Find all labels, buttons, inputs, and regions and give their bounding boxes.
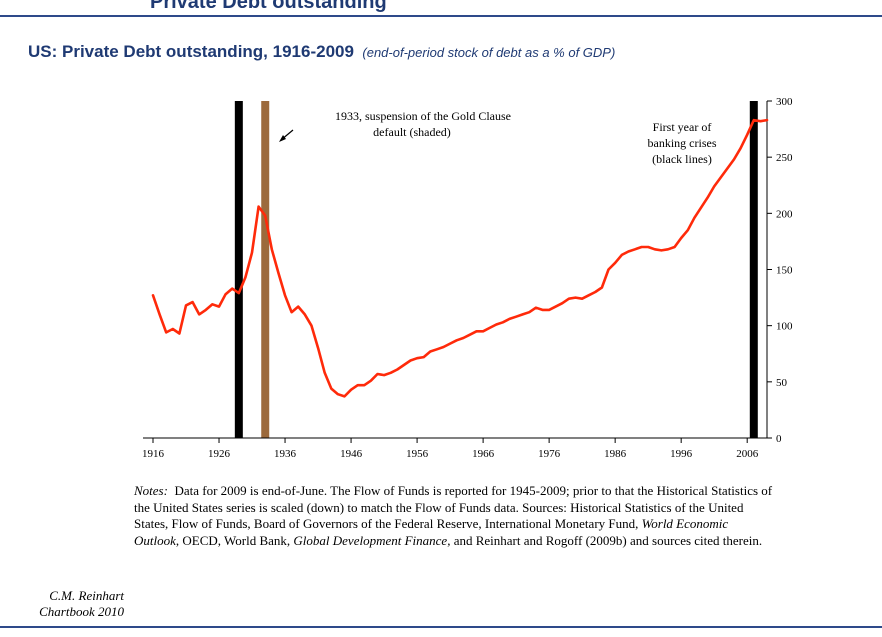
header-bar: Private Debt outstanding bbox=[0, 0, 882, 16]
notes-text-1: Data for 2009 is end-of-June. The Flow o… bbox=[134, 483, 773, 531]
y-tick-label-100: 100 bbox=[776, 321, 793, 333]
series-line-0 bbox=[151, 118, 769, 398]
y-tick-label-150: 150 bbox=[776, 265, 793, 277]
top-rule bbox=[0, 15, 882, 17]
y-tick-label-200: 200 bbox=[776, 208, 793, 220]
chart-axes: 1916 1926 1936 1946 1956 1966 1976 1986 1996 2006… bbox=[142, 96, 793, 460]
bottom-rule bbox=[0, 626, 882, 628]
gold-clause-arrowhead bbox=[279, 135, 286, 142]
notes: Notes: Data for 2009 is end-of-June. The… bbox=[134, 483, 774, 549]
y-tick-label-0: 0 bbox=[776, 433, 782, 445]
chart-title-subtitle: (end-of-period stock of debt as a % of G… bbox=[362, 45, 616, 60]
x-tick-label-1956: 1956 bbox=[406, 448, 429, 460]
x-tick-label-1916: 1916 bbox=[142, 448, 165, 460]
credit-author: C.M. Reinhart bbox=[49, 588, 124, 603]
crisis-annotation-line2: banking crises bbox=[648, 136, 717, 150]
header-title: Private Debt outstanding bbox=[150, 0, 387, 13]
y-tick-label-50: 50 bbox=[776, 377, 788, 389]
x-tick-label-1966: 1966 bbox=[472, 448, 495, 460]
gold-clause-annotation-line1: 1933, suspension of the Gold Clause bbox=[335, 109, 511, 123]
x-tick-label-1926: 1926 bbox=[208, 448, 231, 460]
chart-title: US: Private Debt outstanding, 1916-2009 … bbox=[28, 42, 615, 62]
x-tick-label-1996: 1996 bbox=[670, 448, 693, 460]
crisis-annotation-line3: (black lines) bbox=[652, 152, 712, 166]
x-tick-label-1976: 1976 bbox=[538, 448, 561, 460]
chart-annotations: 1933, suspension of the Gold Clause defa… bbox=[279, 109, 717, 166]
y-tick-label-250: 250 bbox=[776, 152, 793, 164]
notes-label: Notes: bbox=[134, 483, 168, 498]
notes-weo: World Economic Outlook bbox=[134, 516, 729, 548]
crisis-annotation-line1: First year of bbox=[653, 120, 712, 134]
credit: C.M. Reinhart Chartbook 2010 bbox=[24, 588, 124, 620]
x-tick-label-2006: 2006 bbox=[736, 448, 759, 460]
chart-title-main: US: Private Debt outstanding, 1916-2009 bbox=[28, 42, 354, 61]
chart-line-layer bbox=[151, 118, 769, 398]
notes-text-2: , OECD, World Bank, bbox=[175, 532, 294, 548]
gold-clause-annotation-line2: default (shaded) bbox=[373, 125, 451, 139]
x-tick-label-1936: 1936 bbox=[274, 448, 297, 460]
x-tick-label-1946: 1946 bbox=[340, 448, 363, 460]
credit-source: Chartbook 2010 bbox=[39, 604, 124, 619]
y-tick-label-300: 300 bbox=[776, 96, 793, 108]
x-tick-label-1986: 1986 bbox=[604, 448, 627, 460]
crisis-bar-2007 bbox=[749, 101, 758, 438]
chart-bars-layer bbox=[234, 101, 758, 438]
crisis-bar-1929 bbox=[234, 101, 243, 438]
gold-clause-bar bbox=[261, 101, 270, 438]
notes-text-3: and Reinhart and Rogoff (2009b) and sour… bbox=[450, 532, 763, 548]
notes-gdf: Global Development Finance, bbox=[293, 532, 451, 548]
